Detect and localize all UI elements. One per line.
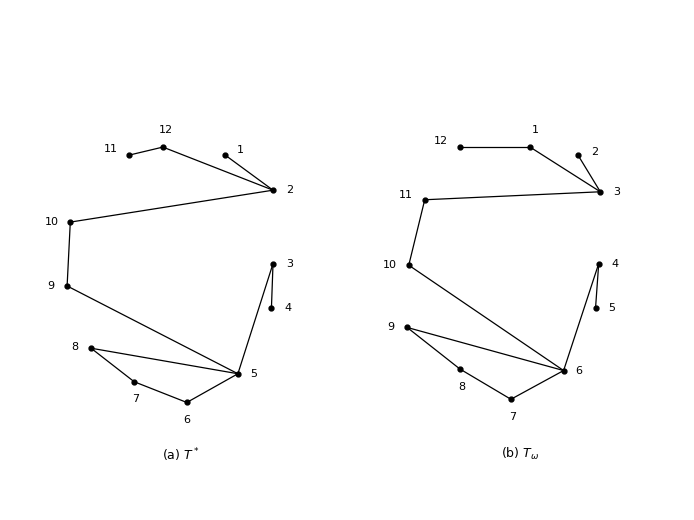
Text: 2: 2 <box>591 147 598 157</box>
Text: 4: 4 <box>285 303 291 313</box>
Text: 12: 12 <box>159 124 173 135</box>
Text: 6: 6 <box>575 366 582 375</box>
Text: 7: 7 <box>132 394 139 404</box>
Text: 9: 9 <box>387 322 394 332</box>
Text: 4: 4 <box>611 258 619 269</box>
Text: 3: 3 <box>613 187 620 197</box>
Text: 8: 8 <box>458 382 465 392</box>
Text: 11: 11 <box>104 145 118 154</box>
Text: 5: 5 <box>250 369 257 379</box>
Text: 1: 1 <box>532 124 539 135</box>
Text: 7: 7 <box>509 412 516 422</box>
Text: 12: 12 <box>434 136 448 146</box>
Text: 10: 10 <box>383 260 397 270</box>
Text: 1: 1 <box>237 145 244 155</box>
Text: 3: 3 <box>286 258 293 269</box>
Text: 5: 5 <box>609 303 616 313</box>
Text: (b) $T_\omega$: (b) $T_\omega$ <box>501 446 540 462</box>
Text: (a) $T^*$: (a) $T^*$ <box>162 446 199 464</box>
Text: 9: 9 <box>47 281 54 291</box>
Text: 8: 8 <box>71 342 78 352</box>
Text: 11: 11 <box>399 190 413 200</box>
Text: 10: 10 <box>45 217 59 227</box>
Text: 2: 2 <box>286 185 293 195</box>
Text: 6: 6 <box>183 415 190 425</box>
